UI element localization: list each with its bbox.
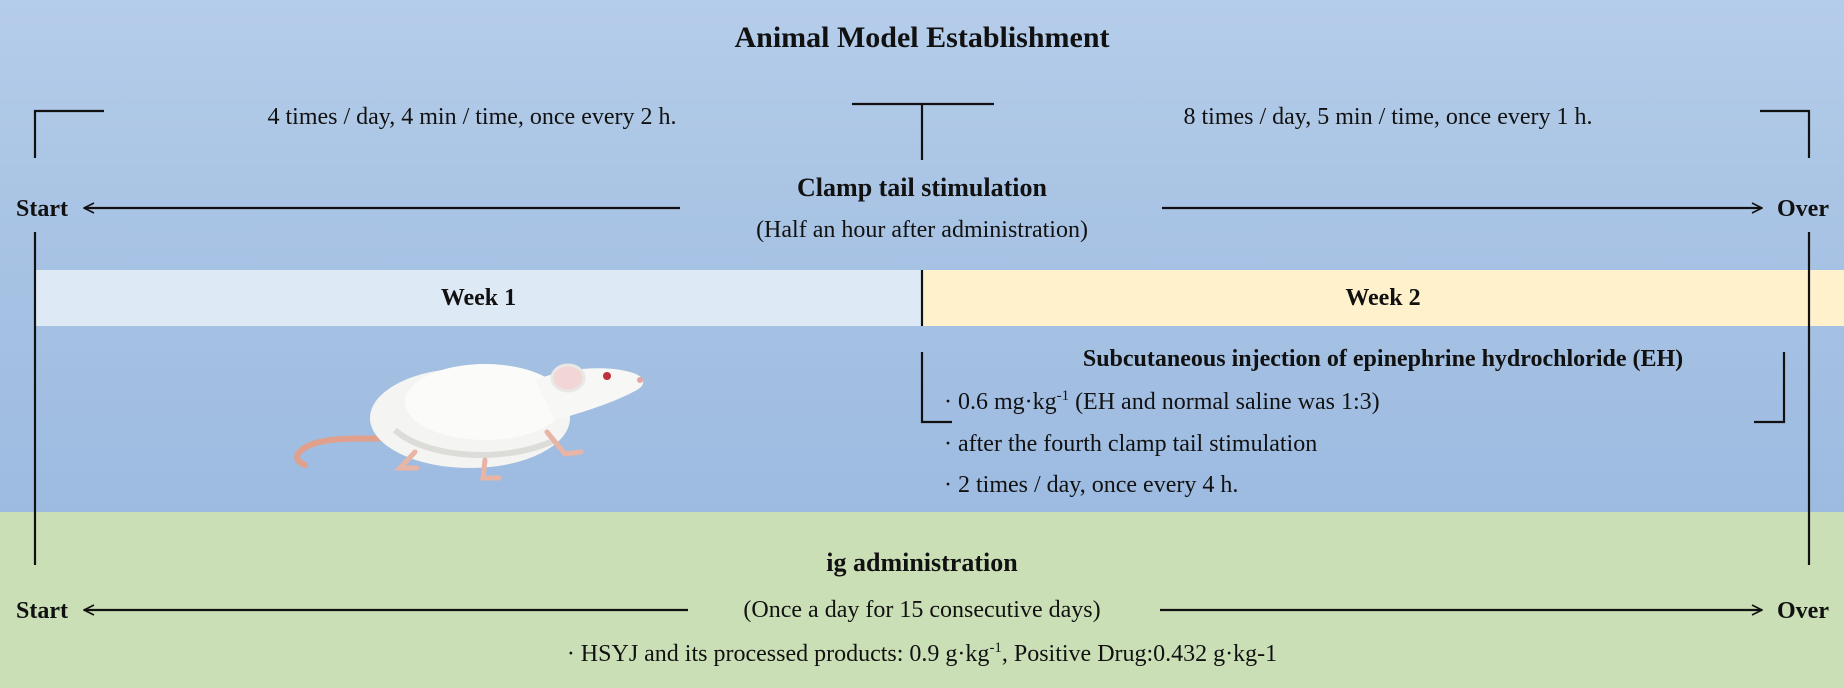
model-panel [0, 0, 1844, 512]
injection-timing: · after the fourth clamp tail stimulatio… [944, 431, 1318, 457]
injection-left-bracket [920, 352, 952, 424]
admin-start-label: Start [16, 598, 68, 624]
clamp-start-label: Start [16, 196, 68, 222]
white-rat-icon [294, 363, 644, 481]
injection-dose-exponent: -1 [1056, 388, 1070, 404]
injection-dose-text: · 0.6 mg·kg [944, 389, 1057, 415]
administration-dose-text: · HSYJ and its processed products: 0.9 g… [566, 641, 990, 667]
right-top-bracket [1760, 109, 1811, 158]
clamp-title: Clamp tail stimulation [797, 173, 1047, 202]
administration-positive-drug: , Positive Drug:0.432 g·kg-1 [1001, 641, 1278, 667]
week1-band [35, 270, 922, 326]
clamp-frequency-week2: 8 times / day, 5 min / time, once every … [1183, 104, 1593, 130]
left-top-bracket [33, 109, 104, 158]
clamp-over-label: Over [1777, 196, 1829, 222]
injection-dose: · 0.6 mg·kg-1 (EH and normal saline was … [944, 388, 1380, 415]
administration-dose-exponent: -1 [989, 640, 1002, 656]
clamp-frequency-week1: 4 times / day, 4 min / time, once every … [267, 104, 677, 130]
administration-panel [0, 512, 1844, 688]
week2-label: Week 2 [1345, 285, 1421, 311]
injection-title: Subcutaneous injection of epinephrine hy… [1082, 346, 1684, 372]
diagram-title: Animal Model Establishment [734, 21, 1110, 54]
administration-note: (Once a day for 15 consecutive days) [743, 597, 1101, 623]
admin-over-label: Over [1777, 598, 1829, 624]
injection-frequency: · 2 times / day, once every 4 h. [944, 472, 1239, 498]
administration-title: ig administration [826, 548, 1018, 577]
clamp-note: (Half an hour after administration) [756, 217, 1088, 243]
injection-right-bracket [1754, 352, 1786, 424]
administration-dose: · HSYJ and its processed products: 0.9 g… [0, 640, 1844, 667]
injection-dose-ratio: (EH and normal saline was 1:3) [1069, 389, 1380, 415]
week2-band [922, 270, 1844, 326]
week1-label: Week 1 [440, 285, 517, 311]
